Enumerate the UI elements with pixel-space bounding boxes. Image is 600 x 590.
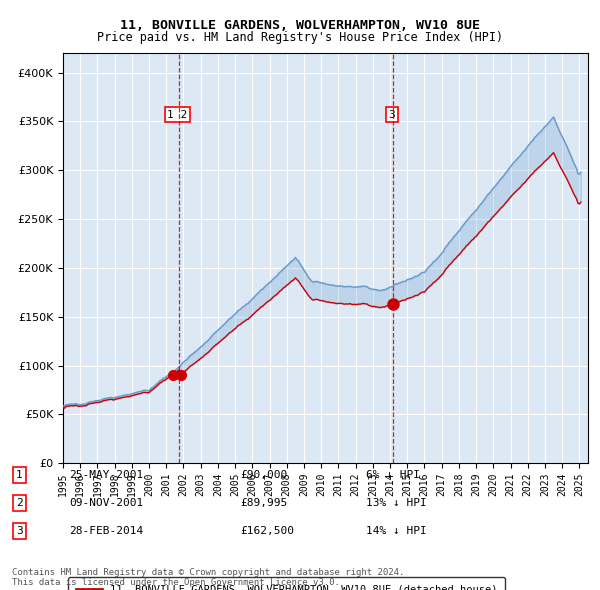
- Text: 11, BONVILLE GARDENS, WOLVERHAMPTON, WV10 8UE: 11, BONVILLE GARDENS, WOLVERHAMPTON, WV1…: [120, 19, 480, 32]
- Text: £89,995: £89,995: [240, 498, 287, 507]
- Text: 6% ↓ HPI: 6% ↓ HPI: [366, 470, 420, 480]
- Text: Contains HM Land Registry data © Crown copyright and database right 2024.
This d: Contains HM Land Registry data © Crown c…: [12, 568, 404, 587]
- Text: 28-FEB-2014: 28-FEB-2014: [69, 526, 143, 536]
- Text: 25-MAY-2001: 25-MAY-2001: [69, 470, 143, 480]
- Text: 3: 3: [389, 110, 395, 120]
- Text: £162,500: £162,500: [240, 526, 294, 536]
- Text: 1 2: 1 2: [167, 110, 188, 120]
- Text: £90,000: £90,000: [240, 470, 287, 480]
- Text: 1: 1: [16, 470, 23, 480]
- Text: 09-NOV-2001: 09-NOV-2001: [69, 498, 143, 507]
- Legend: 11, BONVILLE GARDENS, WOLVERHAMPTON, WV10 8UE (detached house), HPI: Average pri: 11, BONVILLE GARDENS, WOLVERHAMPTON, WV1…: [68, 577, 505, 590]
- Text: Price paid vs. HM Land Registry's House Price Index (HPI): Price paid vs. HM Land Registry's House …: [97, 31, 503, 44]
- Text: 14% ↓ HPI: 14% ↓ HPI: [366, 526, 427, 536]
- Text: 3: 3: [16, 526, 23, 536]
- Text: 13% ↓ HPI: 13% ↓ HPI: [366, 498, 427, 507]
- Text: 2: 2: [16, 498, 23, 507]
